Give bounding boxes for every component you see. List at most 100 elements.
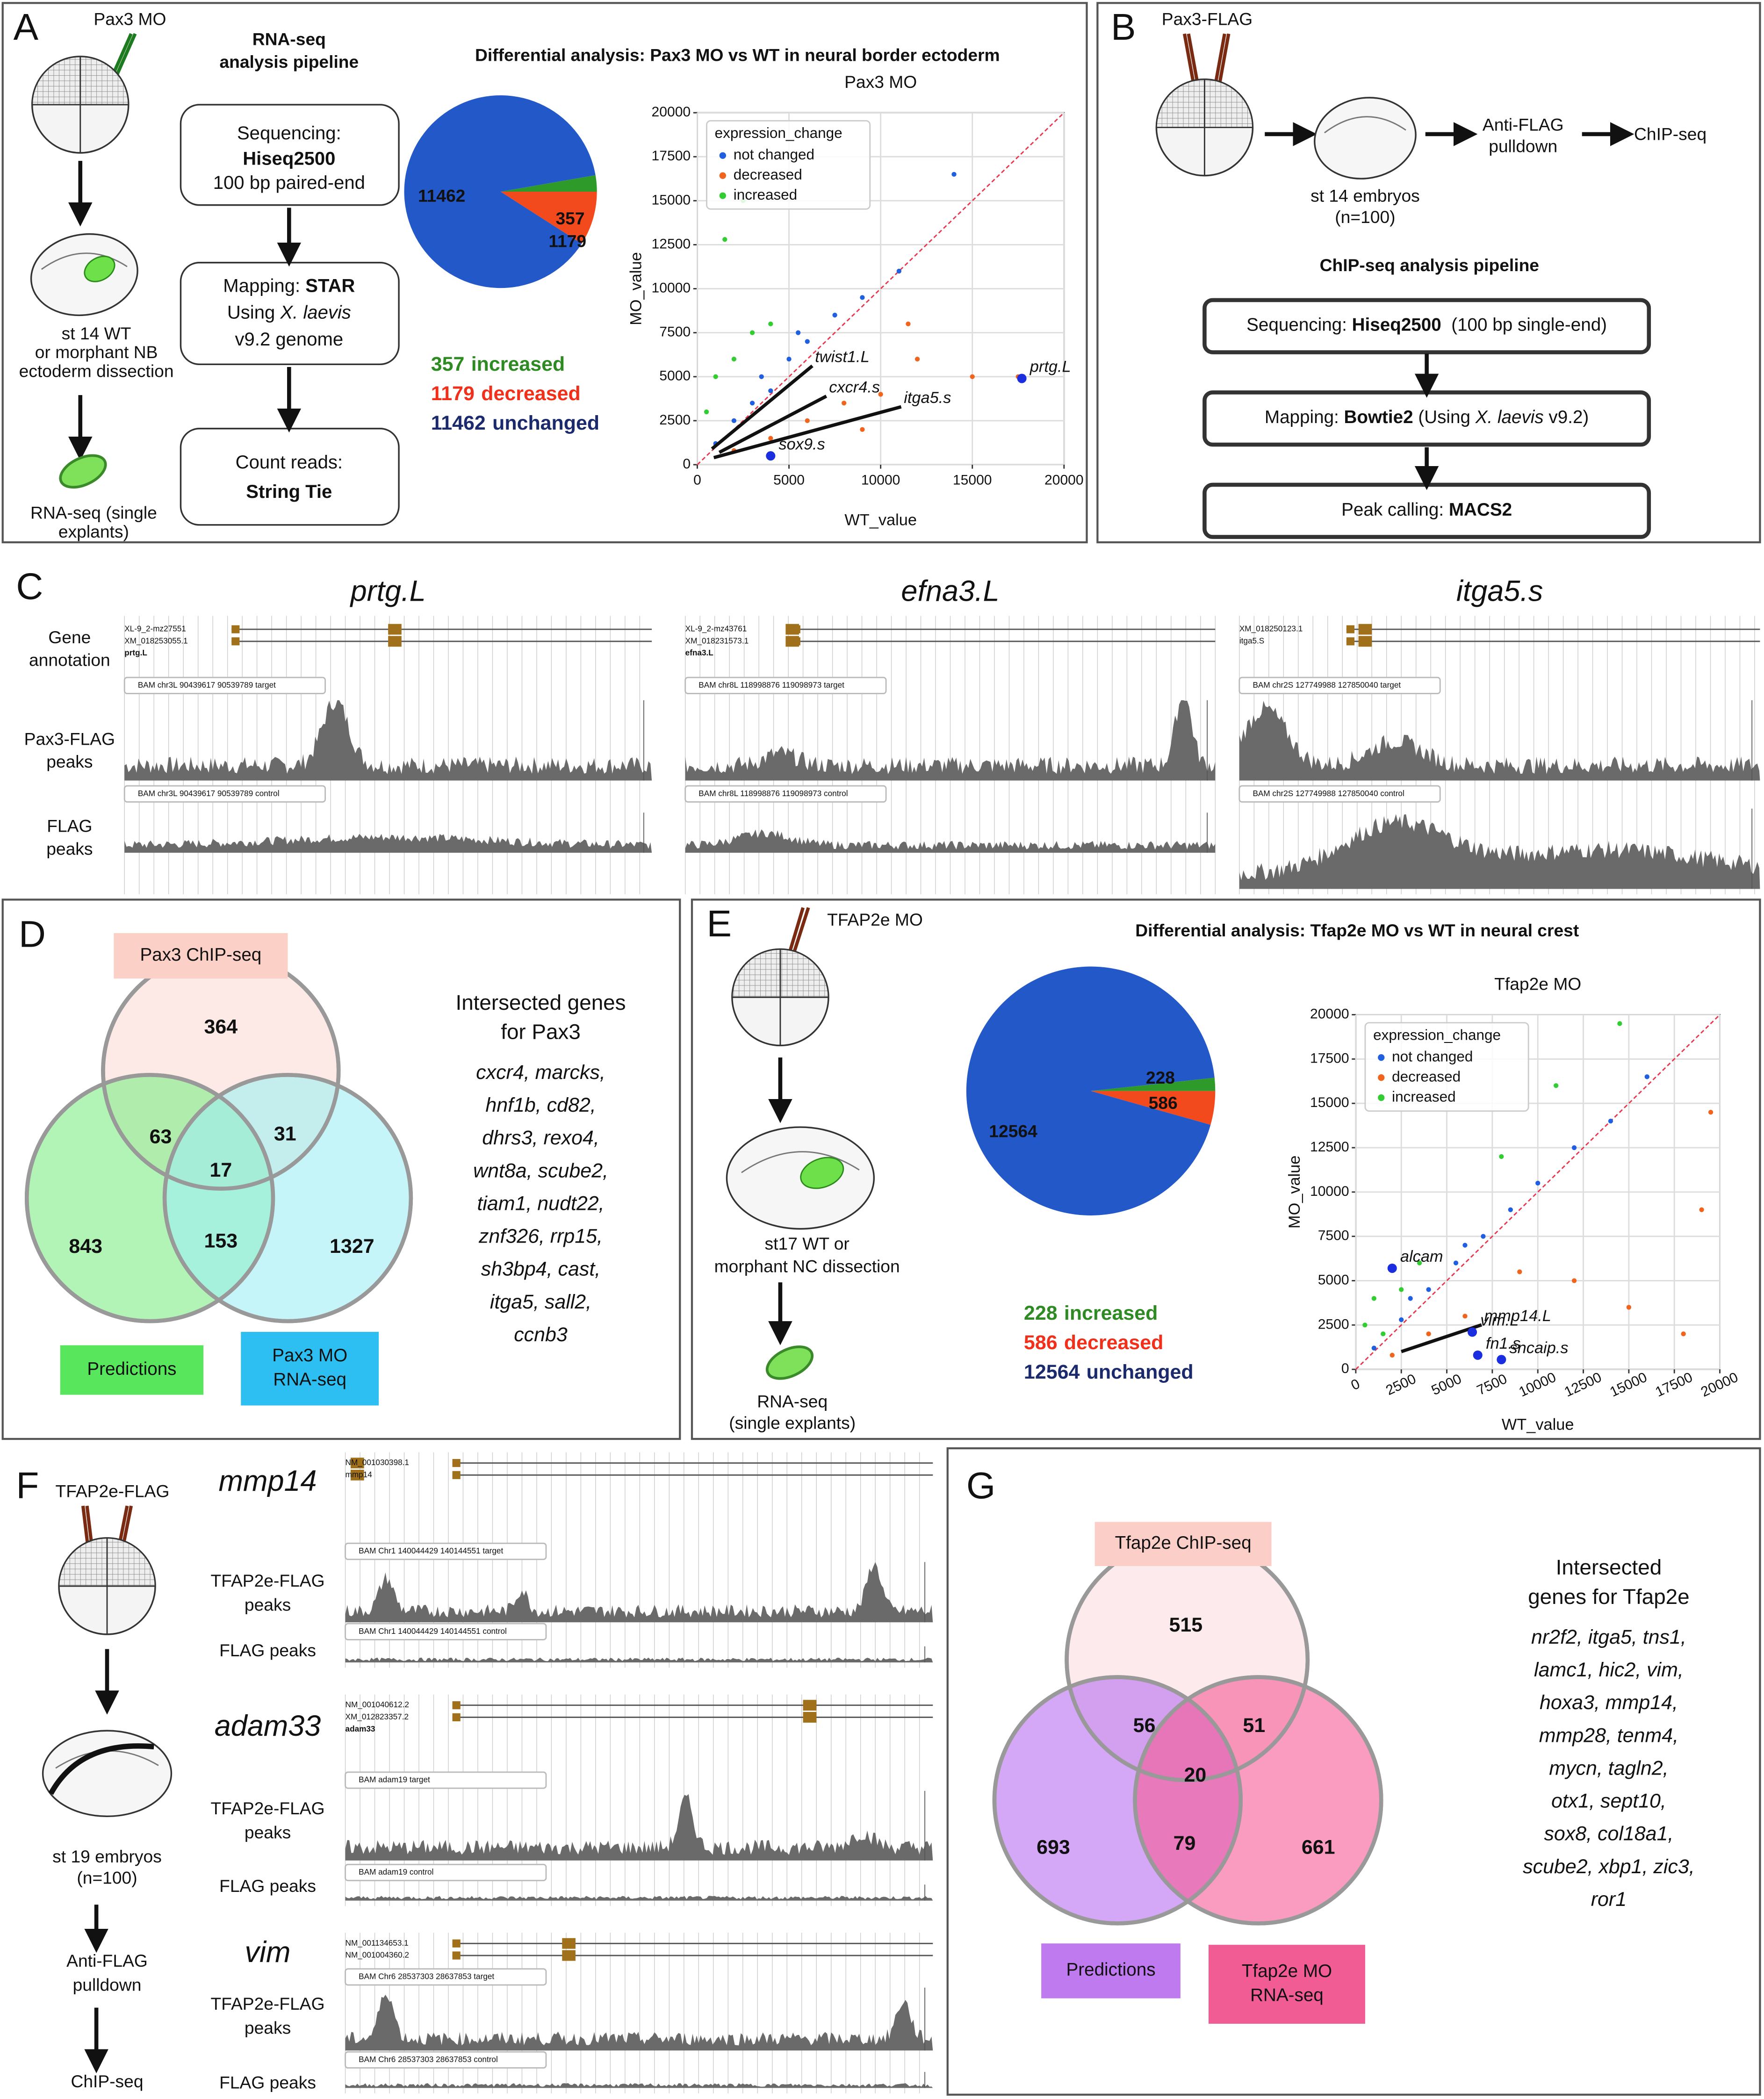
exon [803,1700,817,1711]
summary-category: unchanged [492,412,599,434]
panel-letter: B [1111,6,1136,48]
track-label-box [345,1623,547,1640]
track-label-box [123,785,326,803]
exon [452,1471,461,1479]
legend-marker [1378,1094,1385,1101]
label: Predictions [1066,1960,1155,1980]
transcript-label: itga5.S [1239,636,1264,645]
venn-count: 20 [1184,1764,1206,1786]
label-part: X. laevis [1475,407,1544,427]
summary-line: 1179 decreased [431,382,581,405]
data-point [1399,1287,1404,1292]
label: znf326, rrp15, [478,1225,603,1248]
panel-frame [946,1447,1761,2096]
venn-count: 364 [204,1016,238,1038]
label: morphant NC dissection [714,1256,900,1276]
exon [388,624,402,635]
data-point [1426,1287,1431,1292]
track-label: BAM Chr1 140044429 140144551 control [359,1626,507,1636]
x-tick-label: 5000 [773,472,805,488]
set-label-box [1094,1522,1272,1566]
track-label: BAM chr3L 90439617 90539789 control [138,789,280,798]
annotation-label: twist1.L [815,348,869,366]
label: st 14 WT [62,323,131,343]
track-label-box [1238,785,1441,803]
legend-marker [1378,1074,1385,1081]
legend-label: decreased [1392,1068,1461,1085]
data-point [1553,1083,1559,1088]
legend-box [706,120,871,210]
venn-outline [24,1073,275,1323]
label: annotation [29,650,110,670]
label: itga5, sall2, [490,1291,591,1313]
data-point [786,356,792,362]
exon [452,1713,461,1722]
label: st 14 embryos [1310,186,1420,205]
identity-line [1355,1014,1721,1370]
transcript-label: XL-9_2-mz27551 [124,624,186,633]
coverage-track [345,1994,933,2051]
exon [1346,625,1355,633]
data-point [749,330,755,335]
exon [562,1950,576,1961]
track-label-box [684,785,887,803]
label-line: v9.2 genome [235,329,344,349]
label: cxcr4, marcks, [476,1061,605,1084]
exon [785,636,799,647]
panel-frame [691,899,1761,1440]
data-point [768,388,773,394]
exon [388,636,402,647]
y-tick-label: 15000 [652,192,691,208]
label: Pax3-FLAG [24,729,115,749]
pipeline-box [180,428,400,526]
data-point [768,321,773,327]
legend-label: increased [734,187,797,203]
label: st17 WT or [765,1234,850,1253]
label: FLAG peaks [219,1640,316,1660]
venn-count: 79 [1174,1832,1196,1855]
track-label-box [345,1863,547,1882]
panel-letter: G [966,1464,995,1506]
chart-title: Tfap2e MO [1494,974,1581,993]
exon [351,1469,364,1481]
label: genes for Tfap2e [1528,1585,1689,1609]
data-point [1453,1260,1459,1265]
label-part: Count reads: [236,452,343,473]
embryo-neural [1324,116,1406,134]
transcript-label: adam33 [346,1724,375,1733]
transcript-label: XM_018253055.1 [124,636,187,645]
label: Pax3 MO [94,9,166,29]
gene-name: mmp14 [219,1465,317,1497]
data-point [1508,1207,1513,1212]
label-part: MACS2 [1449,500,1512,520]
label: sox8, col18a1, [1544,1823,1673,1845]
x-tick-label: 10000 [861,472,900,488]
pie-slice [1091,1078,1216,1091]
data-point [1708,1110,1714,1115]
data-point [1371,1296,1376,1301]
label: ccnb3 [514,1323,568,1346]
y-tick-label: 10000 [652,280,691,296]
set-label-box [114,933,288,979]
panel-letter: E [706,902,731,944]
legend-marker [719,172,726,179]
legend-label: increased [1392,1088,1455,1105]
summary-count: 228 [1024,1302,1058,1324]
coverage-track [124,700,652,781]
y-tick-label: 17500 [652,148,691,164]
label-line: String Tie [246,482,332,502]
data-point [1535,1180,1541,1186]
exon [452,1459,461,1467]
exon [562,1938,576,1949]
label: explants) [58,522,129,541]
data-point [878,392,883,397]
slice-label: 586 [1149,1093,1178,1113]
exon [785,624,799,635]
coverage-track [345,1657,933,1663]
exon [351,1458,364,1469]
data-point [713,374,718,379]
legend-marker [1378,1054,1385,1061]
label: ror1 [1591,1888,1627,1911]
